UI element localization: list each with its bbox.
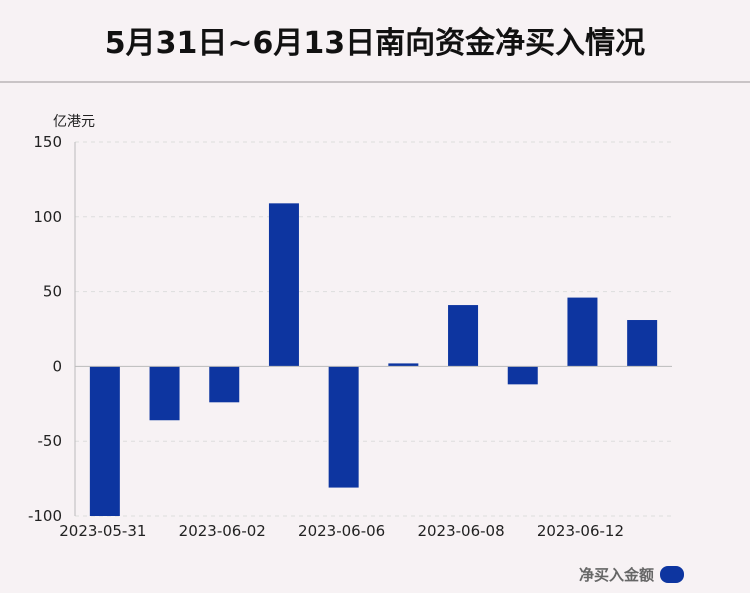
grid-layer xyxy=(75,141,672,517)
bar xyxy=(567,297,598,367)
y-tick-label: -50 xyxy=(38,432,63,450)
bar xyxy=(507,366,538,385)
bar xyxy=(149,366,180,421)
x-tick-label: 2023-06-06 xyxy=(298,522,385,540)
x-tick-label: 2023-06-02 xyxy=(179,522,266,540)
bar xyxy=(209,366,240,403)
legend-label: 净买入金额 xyxy=(578,566,654,584)
x-tick-label: 2023-06-12 xyxy=(537,522,624,540)
x-tick-label: 2023-05-31 xyxy=(59,522,146,540)
y-tick-label: 100 xyxy=(33,208,62,226)
page-title: 5月31日~6月13日南向资金净买入情况 xyxy=(104,26,646,61)
title-divider xyxy=(0,81,750,83)
bar xyxy=(89,366,120,516)
y-tick-label: -100 xyxy=(28,507,62,525)
legend-swatch xyxy=(660,566,684,583)
bar xyxy=(448,305,479,367)
y-tick-label: 150 xyxy=(33,133,62,151)
y-tick-label: 50 xyxy=(43,283,62,301)
bar xyxy=(388,363,419,367)
bar xyxy=(627,320,658,367)
bar xyxy=(328,366,359,488)
bar-layer xyxy=(89,203,658,516)
bar xyxy=(268,203,299,367)
y-tick-label: 0 xyxy=(52,357,62,375)
legend: 净买入金额 xyxy=(579,564,684,585)
y-axis-label: 亿港元 xyxy=(53,114,95,130)
x-tick-label: 2023-06-08 xyxy=(417,522,504,540)
